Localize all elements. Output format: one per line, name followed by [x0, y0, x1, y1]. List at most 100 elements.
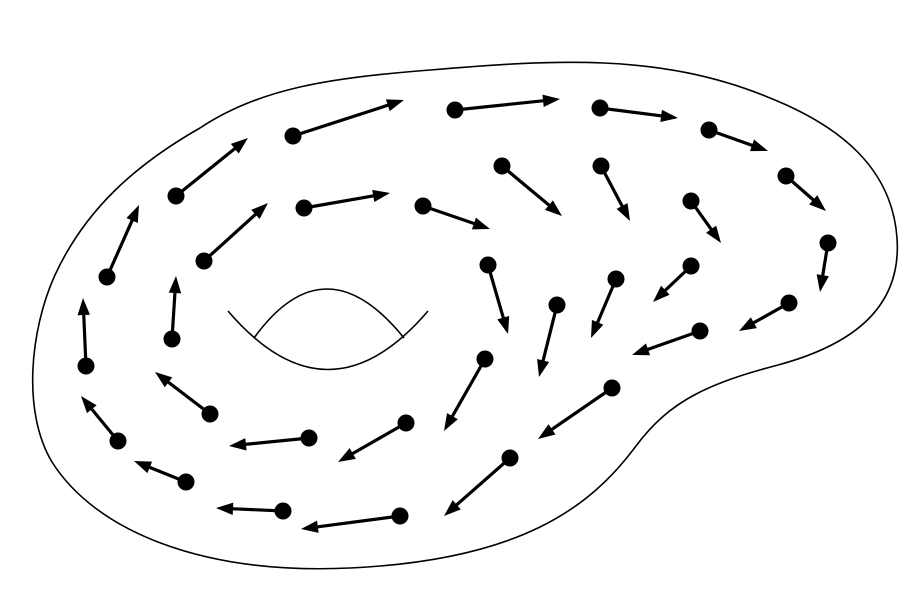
hole-upper-curve — [253, 288, 405, 339]
tangent-vector — [338, 414, 415, 462]
vector-shaft — [645, 329, 701, 352]
tangent-vector — [444, 449, 519, 516]
surface-outline — [31, 61, 899, 570]
vector-arrowhead — [616, 203, 630, 221]
vector-shaft — [202, 211, 258, 263]
vector-arrowhead — [444, 500, 461, 516]
vector-base-point — [414, 197, 432, 215]
tangent-vector — [216, 502, 292, 520]
vector-arrowhead — [81, 396, 97, 414]
tangent-vector — [479, 256, 510, 334]
tangent-vector — [163, 276, 182, 348]
vector-arrowhead — [809, 195, 826, 211]
tangent-vector — [284, 99, 404, 145]
vector-base-point — [591, 99, 609, 117]
vector-arrowhead — [739, 317, 757, 331]
vector-base-point — [77, 357, 95, 375]
tangent-vector — [538, 379, 621, 439]
vector-base-point — [195, 252, 213, 270]
vector-shaft — [174, 146, 238, 198]
tangent-vector — [295, 189, 390, 217]
vector-shaft — [486, 264, 506, 321]
vector-base-point — [274, 502, 292, 520]
tangent-vector — [77, 298, 95, 375]
tangent-vector — [632, 322, 709, 356]
vector-arrowhead — [77, 298, 90, 316]
vector-base-point — [682, 192, 700, 210]
vector-base-point — [284, 127, 302, 145]
vector-base-point — [780, 294, 798, 312]
vector-base-point — [548, 296, 566, 314]
vector-shaft — [454, 456, 512, 508]
tangent-vector — [81, 396, 127, 450]
vector-base-point — [819, 234, 837, 252]
tangent-vector — [591, 99, 678, 122]
vector-arrowhead — [706, 225, 721, 243]
vector-base-point — [592, 157, 610, 175]
vector-arrowhead — [372, 189, 390, 203]
vector-base-point — [479, 256, 497, 274]
tangent-vector — [739, 294, 798, 331]
tangent-vector — [195, 203, 268, 270]
vector-shaft — [450, 358, 487, 419]
tangent-vector — [653, 257, 700, 302]
vector-base-point — [607, 270, 625, 288]
tangent-vector — [444, 350, 494, 431]
vector-shaft — [165, 379, 211, 416]
vector-arrowhead — [230, 138, 248, 154]
tangent-vector — [229, 429, 318, 451]
vector-arrowhead — [653, 285, 670, 302]
vector-base-point — [603, 379, 621, 397]
vector-shaft — [105, 218, 135, 278]
tangent-vector — [700, 121, 768, 152]
vector-base-point — [777, 167, 795, 185]
vector-arrowhead — [134, 461, 153, 474]
vector-shaft — [230, 507, 284, 513]
vector-arrowhead — [632, 343, 651, 356]
vector-arrowhead — [168, 276, 182, 294]
vector-arrowhead — [497, 315, 510, 334]
vector-base-point — [167, 187, 185, 205]
vector-base-point — [493, 157, 511, 175]
vector-base-point — [98, 268, 116, 286]
vector-arrowhead — [338, 448, 356, 462]
vector-shaft — [422, 204, 477, 226]
vector-shaft — [454, 98, 546, 112]
surface-hole — [227, 288, 429, 371]
vector-base-point — [109, 432, 127, 450]
vector-shaft — [599, 106, 664, 118]
vector-base-point — [177, 473, 195, 491]
vector-arrowhead — [126, 205, 139, 224]
vector-arrowhead — [155, 372, 173, 388]
tangent-vector — [493, 157, 562, 216]
tangent-vector — [816, 234, 837, 292]
vector-arrowhead — [471, 217, 490, 230]
vector-shaft — [243, 436, 310, 447]
tangent-vector — [682, 192, 721, 243]
vector-shaft — [541, 304, 559, 363]
vector-arrowhead — [538, 424, 556, 439]
vector-base-point — [295, 199, 313, 217]
tangent-vector — [155, 372, 219, 423]
vector-arrowhead — [816, 274, 829, 292]
vector-arrowhead — [591, 319, 604, 338]
tangent-vector — [134, 461, 195, 491]
vector-shaft — [303, 194, 376, 210]
tangent-vector — [98, 205, 139, 286]
vector-arrowhead — [544, 200, 562, 216]
vector-shaft — [82, 312, 88, 367]
vector-base-point — [163, 330, 181, 348]
vector-arrowhead — [444, 413, 458, 431]
tangent-vector — [446, 94, 560, 119]
vector-arrowhead — [385, 99, 404, 112]
vector-base-point — [501, 449, 519, 467]
vector-shaft — [549, 386, 613, 432]
vector-arrowhead — [229, 438, 247, 451]
vector-base-point — [700, 121, 718, 139]
vector-base-point — [446, 101, 464, 119]
tangent-vector — [414, 197, 490, 230]
vector-arrowhead — [660, 109, 678, 122]
vector-base-point — [201, 405, 219, 423]
vector-arrowhead — [216, 502, 234, 515]
